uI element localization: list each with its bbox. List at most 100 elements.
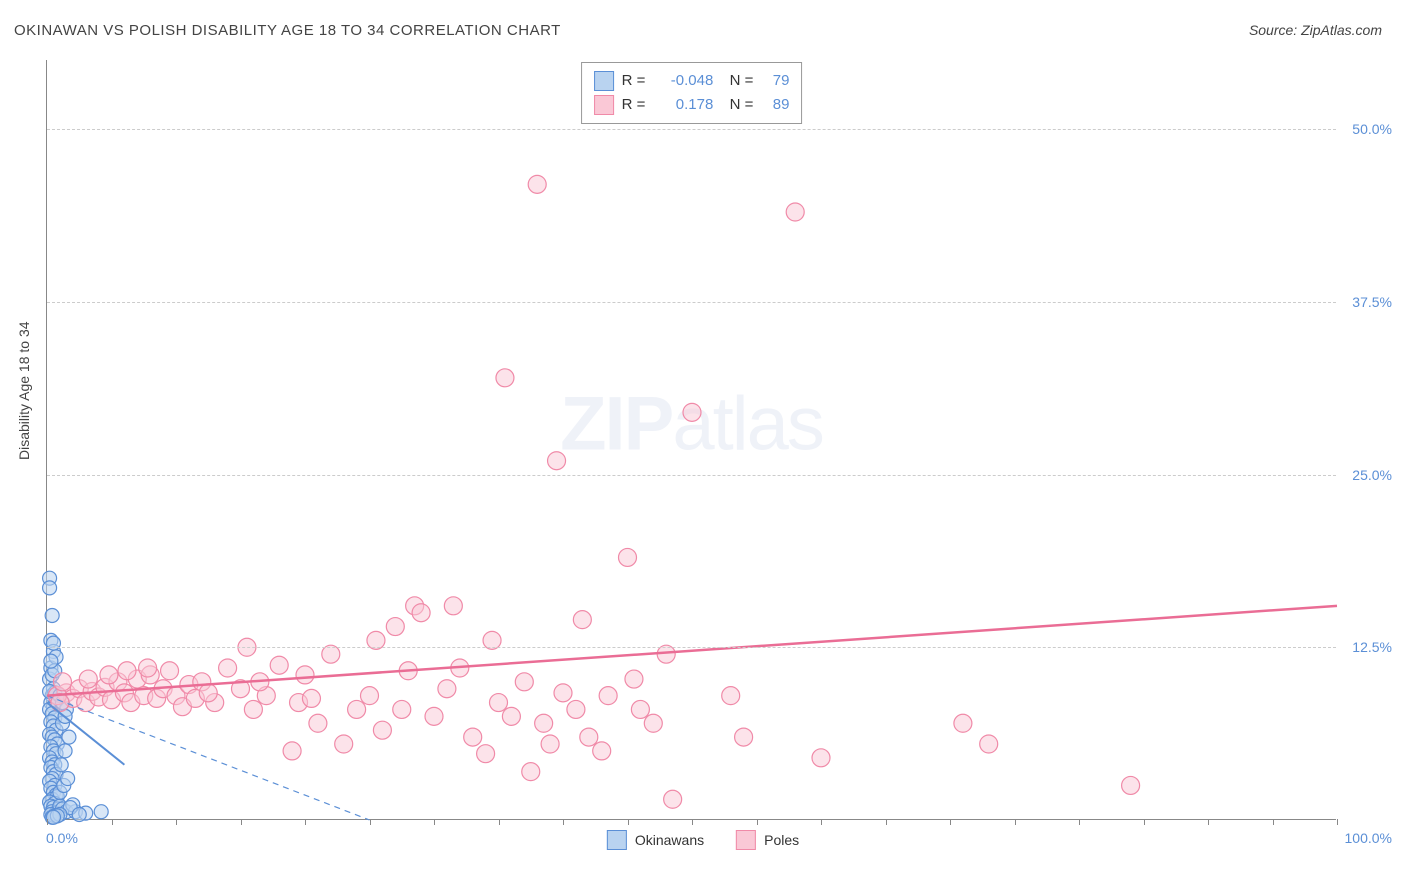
gridline: [47, 129, 1336, 130]
legend-label: Poles: [764, 832, 799, 848]
x-tick: [434, 819, 435, 825]
chart-title: OKINAWAN VS POLISH DISABILITY AGE 18 TO …: [14, 22, 561, 39]
y-tick-label: 37.5%: [1352, 294, 1392, 310]
legend-item-okinawans: Okinawans: [607, 830, 704, 850]
x-tick: [176, 819, 177, 825]
legend-item-poles: Poles: [736, 830, 799, 850]
data-point: [335, 735, 353, 753]
data-point: [94, 805, 108, 819]
data-point: [735, 728, 753, 746]
data-point: [244, 700, 262, 718]
data-point: [548, 452, 566, 470]
data-point: [490, 694, 508, 712]
x-tick: [1337, 819, 1338, 825]
data-point: [593, 742, 611, 760]
data-point: [58, 744, 72, 758]
x-tick: [821, 819, 822, 825]
legend-row-okinawans: R = -0.048 N = 79: [594, 69, 790, 93]
y-tick-label: 50.0%: [1352, 121, 1392, 137]
data-point: [283, 742, 301, 760]
gridline: [47, 475, 1336, 476]
x-tick: [563, 819, 564, 825]
data-point: [386, 618, 404, 636]
x-axis-max-label: 100.0%: [1345, 830, 1392, 846]
data-point: [361, 687, 379, 705]
data-point: [373, 721, 391, 739]
legend-label: Okinawans: [635, 832, 704, 848]
data-point: [528, 175, 546, 193]
plot-area: ZIPatlas R = -0.048 N = 79 R = 0.178 N =…: [46, 60, 1336, 820]
data-point: [683, 403, 701, 421]
swatch-blue-icon: [607, 830, 627, 850]
y-tick-label: 25.0%: [1352, 467, 1392, 483]
data-point: [812, 749, 830, 767]
swatch-pink-icon: [736, 830, 756, 850]
x-tick: [1208, 819, 1209, 825]
data-point: [438, 680, 456, 698]
x-tick: [757, 819, 758, 825]
data-point: [522, 763, 540, 781]
y-tick-label: 12.5%: [1352, 639, 1392, 655]
data-point: [502, 707, 520, 725]
x-tick: [305, 819, 306, 825]
data-point: [118, 662, 136, 680]
x-tick: [1273, 819, 1274, 825]
swatch-pink: [594, 95, 614, 115]
data-point: [722, 687, 740, 705]
data-point: [348, 700, 366, 718]
data-point: [477, 745, 495, 763]
data-point: [53, 673, 71, 691]
data-point: [567, 700, 585, 718]
data-point: [664, 790, 682, 808]
x-tick: [112, 819, 113, 825]
data-point: [535, 714, 553, 732]
x-tick: [499, 819, 500, 825]
x-axis-min-label: 0.0%: [46, 830, 78, 846]
x-tick: [886, 819, 887, 825]
x-tick: [1144, 819, 1145, 825]
data-point: [980, 735, 998, 753]
data-point: [393, 700, 411, 718]
data-point: [412, 604, 430, 622]
series-legend: Okinawans Poles: [607, 830, 799, 850]
data-point: [100, 666, 118, 684]
data-point: [444, 597, 462, 615]
x-tick: [1015, 819, 1016, 825]
data-point: [302, 689, 320, 707]
data-point: [541, 735, 559, 753]
data-point: [1122, 776, 1140, 794]
data-point: [425, 707, 443, 725]
data-point: [309, 714, 327, 732]
data-point: [45, 608, 59, 622]
x-tick: [692, 819, 693, 825]
data-point: [46, 810, 60, 824]
legend-row-poles: R = 0.178 N = 89: [594, 93, 790, 117]
data-point: [554, 684, 572, 702]
data-point: [199, 684, 217, 702]
data-point: [954, 714, 972, 732]
data-point: [44, 654, 58, 668]
data-point: [786, 203, 804, 221]
gridline: [47, 302, 1336, 303]
data-point: [43, 581, 57, 595]
correlation-legend: R = -0.048 N = 79 R = 0.178 N = 89: [581, 62, 803, 124]
x-tick: [628, 819, 629, 825]
data-point: [139, 659, 157, 677]
data-point: [644, 714, 662, 732]
chart-svg: [47, 60, 1336, 819]
data-point: [625, 670, 643, 688]
x-tick: [950, 819, 951, 825]
data-point: [464, 728, 482, 746]
data-point: [270, 656, 288, 674]
x-tick: [241, 819, 242, 825]
data-point: [580, 728, 598, 746]
data-point: [61, 772, 75, 786]
data-point: [599, 687, 617, 705]
data-point: [631, 700, 649, 718]
data-point: [79, 670, 97, 688]
gridline: [47, 647, 1336, 648]
data-point: [62, 730, 76, 744]
data-point: [54, 758, 68, 772]
data-point: [619, 548, 637, 566]
y-axis-label: Disability Age 18 to 34: [16, 321, 32, 460]
